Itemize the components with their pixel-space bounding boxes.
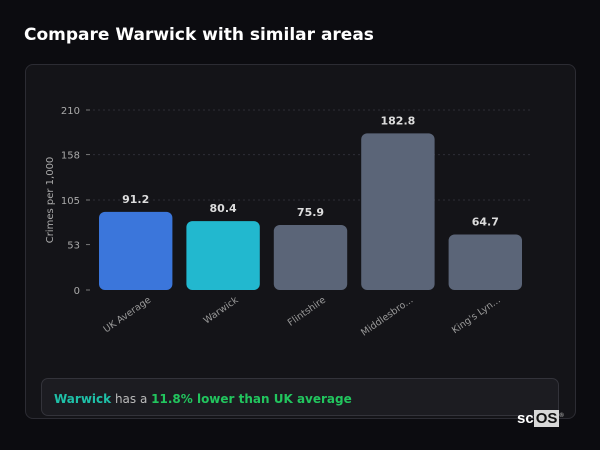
summary-text: has a	[111, 392, 152, 406]
logo-text-a: sc	[517, 410, 534, 427]
y-tick-label: 105	[61, 196, 80, 207]
bar-value-label: 91.2	[122, 193, 149, 206]
x-tick-label: UK Average	[102, 295, 154, 336]
x-tick-label: Warwick	[202, 294, 241, 326]
y-axis-label: Crimes per 1,000	[45, 157, 56, 244]
bar-value-label: 80.4	[210, 202, 237, 215]
bar-1	[186, 221, 260, 290]
x-tick-label: King's Lyn...	[450, 295, 503, 336]
bar-3	[361, 133, 435, 290]
x-tick-label: Middlesbro...	[359, 295, 415, 339]
bar-value-label: 64.7	[472, 216, 499, 229]
summary-comparison: 11.8% lower than UK average	[151, 392, 352, 406]
comparison-summary: Warwick has a 11.8% lower than UK averag…	[41, 378, 559, 416]
y-tick-label: 158	[61, 151, 80, 162]
bar-2	[273, 224, 348, 290]
x-tick-label: Flintshire	[286, 295, 328, 329]
bar-0	[99, 211, 173, 290]
logo-mark: ®	[559, 413, 564, 419]
y-tick-label: 53	[67, 241, 80, 252]
y-tick-label: 210	[61, 106, 80, 117]
bar-value-label: 182.8	[381, 114, 416, 127]
bar-4	[448, 234, 522, 290]
logo-text-b: OS	[533, 410, 560, 427]
scos-logo: sc OS ®	[517, 410, 564, 427]
bar-value-label: 75.9	[297, 206, 324, 219]
summary-area: Warwick	[54, 392, 112, 406]
page-title: Compare Warwick with similar areas	[24, 25, 374, 45]
y-tick-label: 0	[74, 286, 80, 297]
